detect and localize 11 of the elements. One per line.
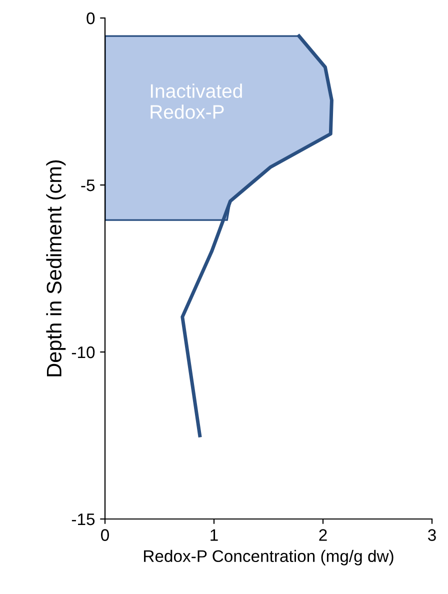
y-tick-label: -5 bbox=[81, 180, 95, 192]
x-tick-label: 2 bbox=[319, 529, 327, 541]
x-tick-label: 0 bbox=[101, 529, 109, 541]
x-tick-label: 3 bbox=[428, 529, 436, 541]
x-tick-label: 1 bbox=[210, 529, 218, 541]
y-tick-label: 0 bbox=[86, 12, 95, 24]
y-axis-title: Depth in Sediment (cm) bbox=[46, 160, 66, 376]
annotation: Inactivated Redox-P bbox=[150, 84, 242, 119]
y-tick-label: -10 bbox=[72, 346, 95, 358]
x-axis-title: Redox-P Concentration (mg/g dw) bbox=[144, 550, 394, 566]
y-tick-label: -15 bbox=[72, 514, 95, 526]
